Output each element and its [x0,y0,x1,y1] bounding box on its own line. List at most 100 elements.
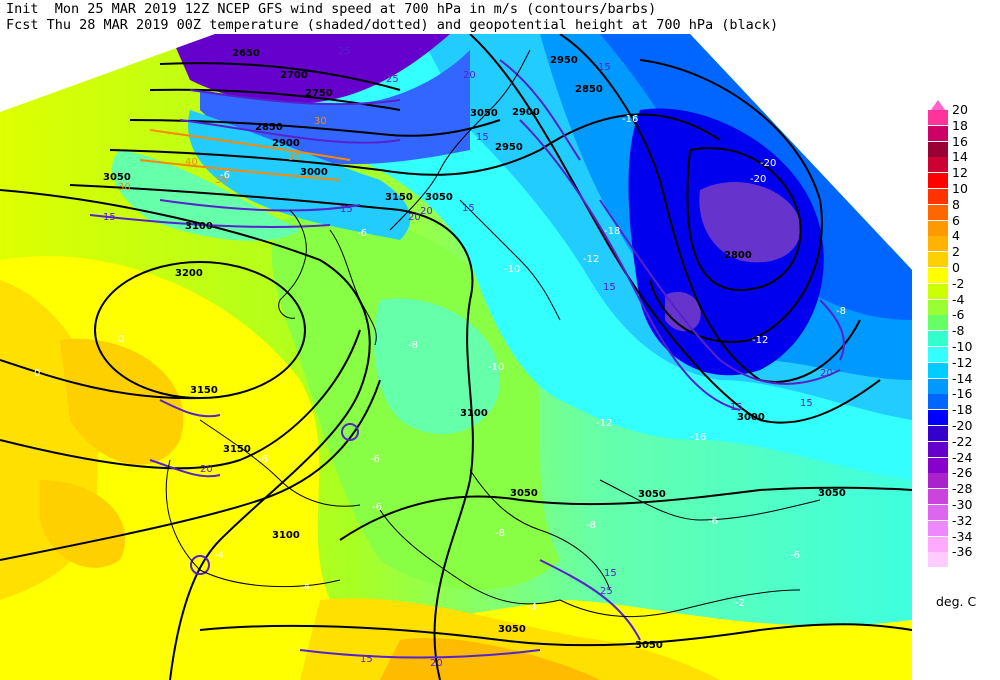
legend-label: -34 [952,528,973,544]
legend-label: -22 [952,433,973,449]
wind-label: 30 [314,116,327,127]
legend-swatch [928,252,948,268]
wind-label: 15 [603,282,616,293]
wind-label: 35 [288,152,301,163]
temp-label: -4 [527,602,537,613]
wind-label: 25 [600,586,613,597]
legend-label: -4 [952,291,965,307]
height-label: 3100 [460,408,488,419]
legend-label: -16 [952,386,973,402]
legend-swatch [928,505,948,520]
temp-label: -12 [596,418,612,429]
temp-label: -10 [504,264,520,275]
height-contours [0,34,912,680]
legend-swatch [928,347,948,362]
legend-label: -20 [952,418,973,433]
temp-label: -4 [300,582,310,593]
wind-label: 35 [215,175,228,186]
legend-swatch [928,426,948,441]
height-label: 3150 [223,444,251,455]
legend-label: 0 [952,260,960,275]
wind-label: 15 [598,62,611,73]
legend-swatch [928,378,948,394]
wind-labels: 25 25 20 15 30 35 40 35 30 15 15 20 15 1… [103,46,833,669]
temp-label: -20 [760,158,776,169]
temp-label: -8 [586,520,596,531]
legend-swatch [928,410,948,426]
legend-units: deg. C [936,594,977,609]
legend-label: -6 [952,307,965,323]
height-label: 3050 [818,488,846,499]
height-label: 3050 [635,640,663,651]
wind-label: 20 [430,658,443,669]
legend-label: 14 [952,149,968,165]
legend-swatch [928,173,948,189]
temp-label: -6 [708,516,718,527]
legend-swatch [928,220,948,236]
legend-label: -2 [952,275,965,291]
temp-label: -16 [622,114,638,125]
temp-label: -12 [583,254,599,265]
wind-label: 20 [463,70,476,81]
wind-label: 20 [420,206,433,217]
height-label: 2900 [512,107,540,118]
height-label: 3150 [190,385,218,396]
height-label: 3050 [510,488,538,499]
legend-label: -28 [952,481,973,497]
legend-swatch [928,441,948,457]
wind-label: 25 [338,46,351,57]
legend-swatch [928,283,948,299]
legend-swatch [928,125,948,141]
temp-label: -20 [750,174,766,185]
legend-label: 6 [952,212,960,228]
legend-label: -30 [952,497,973,512]
legend-label: 20 [952,102,968,117]
legend-label: 18 [952,117,968,133]
legend-label: 10 [952,181,968,196]
height-label: 2700 [280,70,308,81]
height-label: 3050 [498,624,526,635]
temp-label: -10 [488,362,504,373]
temp-label: -12 [752,335,768,346]
legend-swatch [928,552,948,568]
wind-contours [89,59,845,659]
legend-swatch [928,299,948,315]
wind-label: 25 [386,74,399,85]
temp-label: -18 [604,226,620,237]
temperature-legend: 20 18 16 14 12 10 8 6 4 2 0 -2 -4 -6 -8 -10 -12 -14 -16 -18… [928,100,1000,580]
height-label: 3050 [638,489,666,500]
wind-label: 40 [185,157,198,168]
temp-label: -8 [495,528,505,539]
legend-swatch [928,236,948,252]
legend-swatch [928,315,948,331]
height-label: 2850 [575,84,603,95]
height-label: 3100 [185,221,213,232]
legend-swatch [928,204,948,220]
height-label: 3050 [103,172,131,183]
wind-label: 20 [820,368,833,379]
wind-label: 15 [340,204,353,215]
header-forecast-line: Fcst Thu 28 MAR 2019 00Z temperature (sh… [6,17,779,33]
height-labels: 2650 2700 2750 2850 2900 2950 3000 3050 … [103,48,846,651]
height-label: 3200 [175,268,203,279]
legend-swatch [928,473,948,489]
legend-swatch [928,110,948,125]
legend-label: -12 [952,354,973,370]
height-label: 3050 [470,108,498,119]
legend-label: -8 [952,323,965,339]
legend-label: -26 [952,465,973,481]
legend-swatch [928,457,948,473]
height-label: 3000 [300,167,328,178]
wind-label: 15 [476,132,489,143]
temp-label: -6 [220,170,230,181]
legend-label: 8 [952,196,960,212]
temp-label: -16 [690,432,706,443]
temp-label: 0 [118,334,124,345]
temperature-labels: -20 -20 -16 -18 -12 -12 -10 -8 -6 -6 -6 … [34,114,846,613]
wind-label: 15 [800,398,813,409]
wind-label: 20 [200,464,213,475]
height-label: 2900 [272,138,300,149]
height-label: 2950 [495,142,523,153]
wind-label: 15 [103,212,116,223]
